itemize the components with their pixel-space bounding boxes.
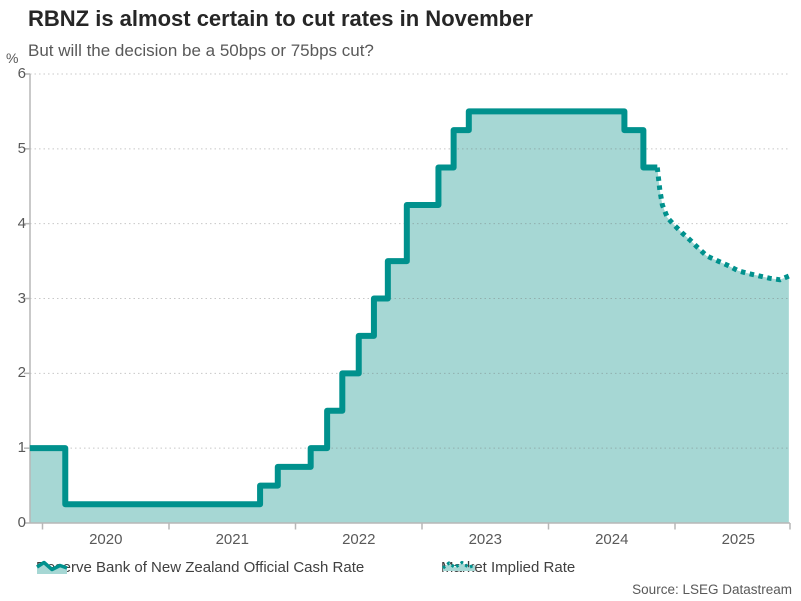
x-tick-label: 2022 xyxy=(342,531,376,548)
market-implied-dotted-line xyxy=(654,167,790,283)
axis-ticks xyxy=(24,73,791,530)
legend-label-market-implied: Market Implied Rate xyxy=(441,559,576,576)
y-tick-label: 4 xyxy=(17,214,26,232)
y-tick-label: 3 xyxy=(17,289,26,307)
legend: Reserve Bank of New Zealand Official Cas… xyxy=(0,558,801,578)
y-tick-label: 5 xyxy=(17,139,26,157)
y-tick-label: 6 xyxy=(17,65,26,82)
x-tick-label: 2020 xyxy=(89,531,123,548)
legend-item-market-implied: Market Implied Rate xyxy=(441,559,575,576)
y-tick-label: 2 xyxy=(17,364,26,382)
chart-title: RBNZ is almost certain to cut rates in N… xyxy=(28,6,533,31)
area-fill xyxy=(29,111,789,524)
source-credit: Source: LSEG Datastream xyxy=(632,582,792,597)
area-wave-dotted-icon xyxy=(441,560,476,571)
y-tick-label: 0 xyxy=(17,514,26,531)
official-cash-rate-step-line xyxy=(29,108,658,508)
area-wave-solid-icon xyxy=(36,560,68,574)
legend-label-official-cash-rate: Reserve Bank of New Zealand Official Cas… xyxy=(36,559,365,576)
x-tick-label: 2025 xyxy=(721,531,755,548)
y-axis-unit-label: % xyxy=(6,50,19,66)
x-tick-label: 2021 xyxy=(215,531,249,548)
y-tick-label: 1 xyxy=(17,439,26,457)
legend-item-official-cash-rate: Reserve Bank of New Zealand Official Cas… xyxy=(36,559,364,576)
chart-subtitle: But will the decision be a 50bps or 75bp… xyxy=(28,41,374,60)
x-tick-label: 2024 xyxy=(595,531,629,548)
gridlines xyxy=(30,73,790,449)
x-tick-label: 2023 xyxy=(468,531,502,548)
